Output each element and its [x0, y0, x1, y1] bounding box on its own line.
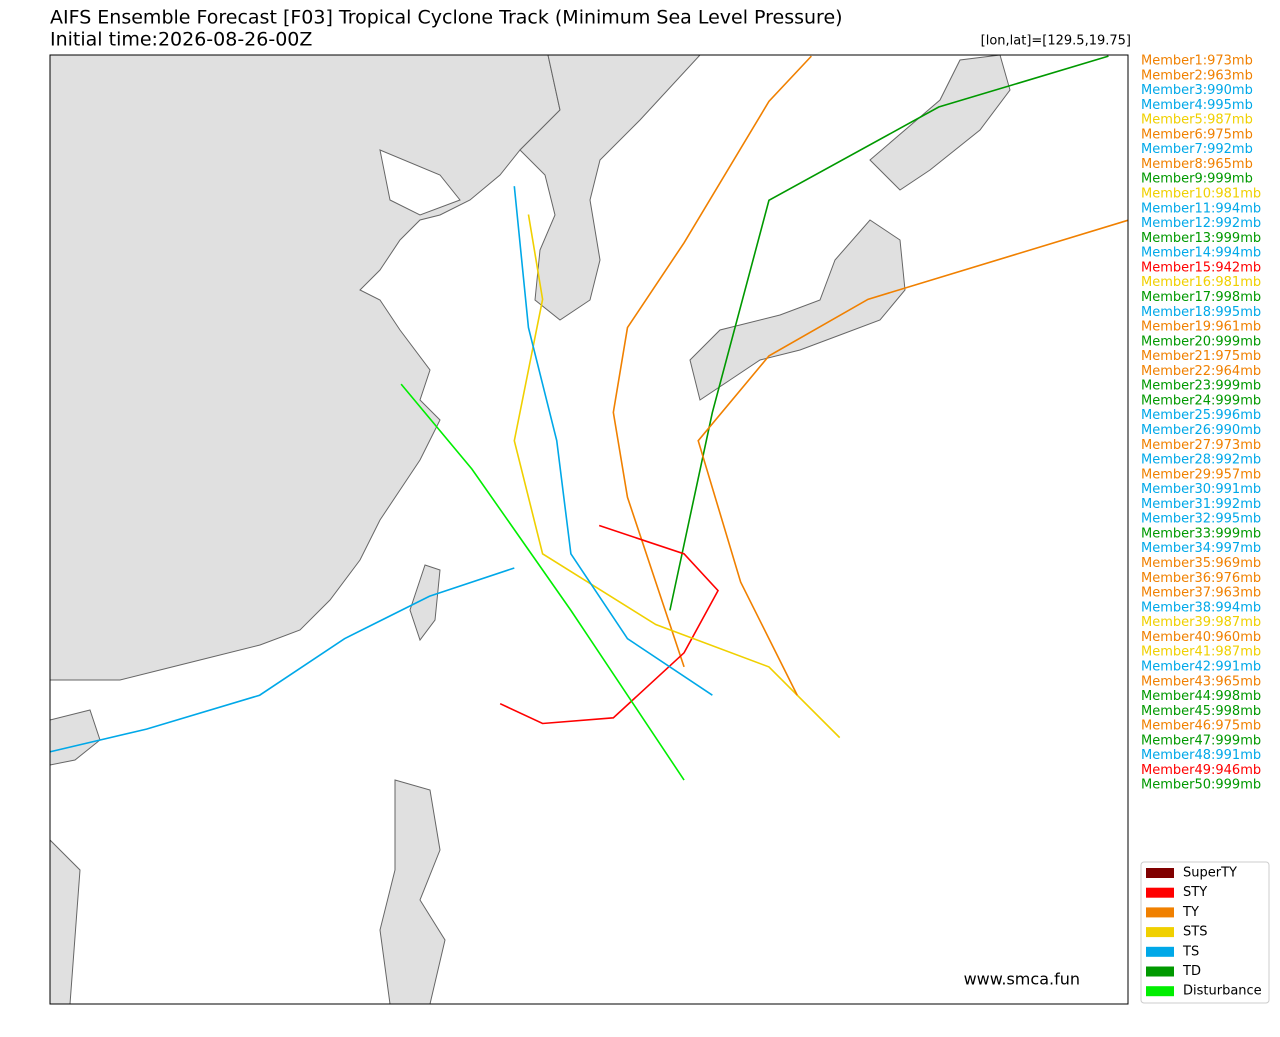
member-label: Member26:990mb — [1141, 423, 1261, 438]
legend-swatch — [1146, 986, 1174, 997]
member-label: Member27:973mb — [1141, 438, 1261, 453]
member-label: Member43:965mb — [1141, 674, 1261, 689]
land — [50, 55, 1011, 1004]
legend-label: SuperTY — [1183, 866, 1237, 881]
member-label: Member34:997mb — [1141, 541, 1261, 556]
track — [697, 219, 1128, 696]
legend-label: TD — [1182, 964, 1201, 979]
track — [612, 55, 812, 668]
member-label: Member32:995mb — [1141, 512, 1261, 527]
track — [669, 55, 1109, 611]
legend-label: TS — [1182, 944, 1199, 959]
member-label: Member48:991mb — [1141, 748, 1261, 763]
member-label: Member40:960mb — [1141, 630, 1261, 645]
member-label: Member50:999mb — [1141, 778, 1261, 793]
member-label: Member6:975mb — [1141, 127, 1253, 142]
member-label: Member23:999mb — [1141, 379, 1261, 394]
legend-swatch — [1146, 907, 1174, 918]
member-label: Member16:981mb — [1141, 275, 1261, 290]
member-label: Member1:973mb — [1141, 54, 1253, 69]
member-label: Member12:992mb — [1141, 216, 1261, 231]
member-label: Member41:987mb — [1141, 645, 1261, 660]
track — [400, 383, 685, 781]
mainland — [50, 55, 561, 681]
legend-swatch — [1146, 868, 1174, 878]
member-label: Member21:975mb — [1141, 349, 1261, 364]
member-label: Member42:991mb — [1141, 659, 1261, 674]
member-label: Member17:998mb — [1141, 290, 1261, 305]
member-label: Member22:964mb — [1141, 364, 1261, 379]
member-label: Member7:992mb — [1141, 142, 1253, 157]
member-label: Member9:999mb — [1141, 172, 1253, 187]
member-label: Member20:999mb — [1141, 334, 1261, 349]
member-label: Member49:946mb — [1141, 763, 1261, 778]
legend-swatch — [1146, 927, 1174, 938]
member-label: Member25:996mb — [1141, 408, 1261, 423]
legend-label: STS — [1183, 925, 1207, 940]
track — [513, 186, 713, 696]
member-label: Member5:987mb — [1141, 113, 1253, 128]
member-label: Member4:995mb — [1141, 98, 1253, 113]
member-label: Member3:990mb — [1141, 83, 1253, 98]
bohai-coast — [379, 149, 461, 216]
member-label: Member18:995mb — [1141, 305, 1261, 320]
watermark: www.smca.fun — [964, 970, 1080, 989]
member-label: Member31:992mb — [1141, 497, 1261, 512]
track — [513, 214, 841, 739]
location: [lon,lat]=[129.5,19.75] — [981, 34, 1131, 49]
member-label: Member10:981mb — [1141, 187, 1261, 202]
member-label: Member35:969mb — [1141, 556, 1261, 571]
tracks — [50, 55, 1128, 781]
member-label: Member13:999mb — [1141, 231, 1261, 246]
legend-label: STY — [1183, 885, 1207, 900]
japan — [689, 219, 906, 401]
hainan — [50, 709, 101, 766]
member-label: Member44:998mb — [1141, 689, 1261, 704]
member-label: Member47:999mb — [1141, 733, 1261, 748]
member-label: Member14:994mb — [1141, 246, 1261, 261]
subtitle: Initial time:2026-08-26-00Z — [50, 29, 312, 51]
legend-swatch — [1146, 966, 1174, 977]
track — [499, 524, 719, 725]
member-label: Member28:992mb — [1141, 453, 1261, 468]
track — [50, 567, 515, 753]
member-label: Member8:965mb — [1141, 157, 1253, 172]
member-label: Member29:957mb — [1141, 467, 1261, 482]
hokkaido — [869, 55, 1011, 191]
member-label: Member15:942mb — [1141, 260, 1261, 275]
title: AIFS Ensemble Forecast [F03] Tropical Cy… — [50, 7, 843, 29]
legend-label: TY — [1182, 905, 1199, 920]
legend-swatch — [1146, 887, 1174, 898]
member-label: Member38:994mb — [1141, 600, 1261, 615]
luzon — [379, 779, 446, 1004]
legend: SuperTY STY TY STS TS TD Disturbance — [1146, 866, 1262, 999]
member-list: Member1:973mbMember2:963mbMember3:990mbM… — [1141, 54, 1261, 793]
map-frame — [49, 54, 1129, 1005]
member-label: Member19:961mb — [1141, 320, 1261, 335]
member-label: Member24:999mb — [1141, 393, 1261, 408]
map — [50, 55, 1128, 1004]
member-label: Member45:998mb — [1141, 704, 1261, 719]
member-label: Member33:999mb — [1141, 526, 1261, 541]
member-label: Member30:991mb — [1141, 482, 1261, 497]
member-label: Member36:976mb — [1141, 571, 1261, 586]
borneo-edge — [50, 839, 81, 1004]
korea — [519, 55, 701, 321]
member-label: Member39:987mb — [1141, 615, 1261, 630]
member-label: Member2:963mb — [1141, 68, 1253, 83]
member-label: Member37:963mb — [1141, 586, 1261, 601]
legend-swatch — [1146, 946, 1174, 957]
member-label: Member11:994mb — [1141, 201, 1261, 216]
legend-label: Disturbance — [1183, 984, 1262, 999]
member-label: Member46:975mb — [1141, 719, 1261, 734]
taiwan — [409, 564, 441, 642]
